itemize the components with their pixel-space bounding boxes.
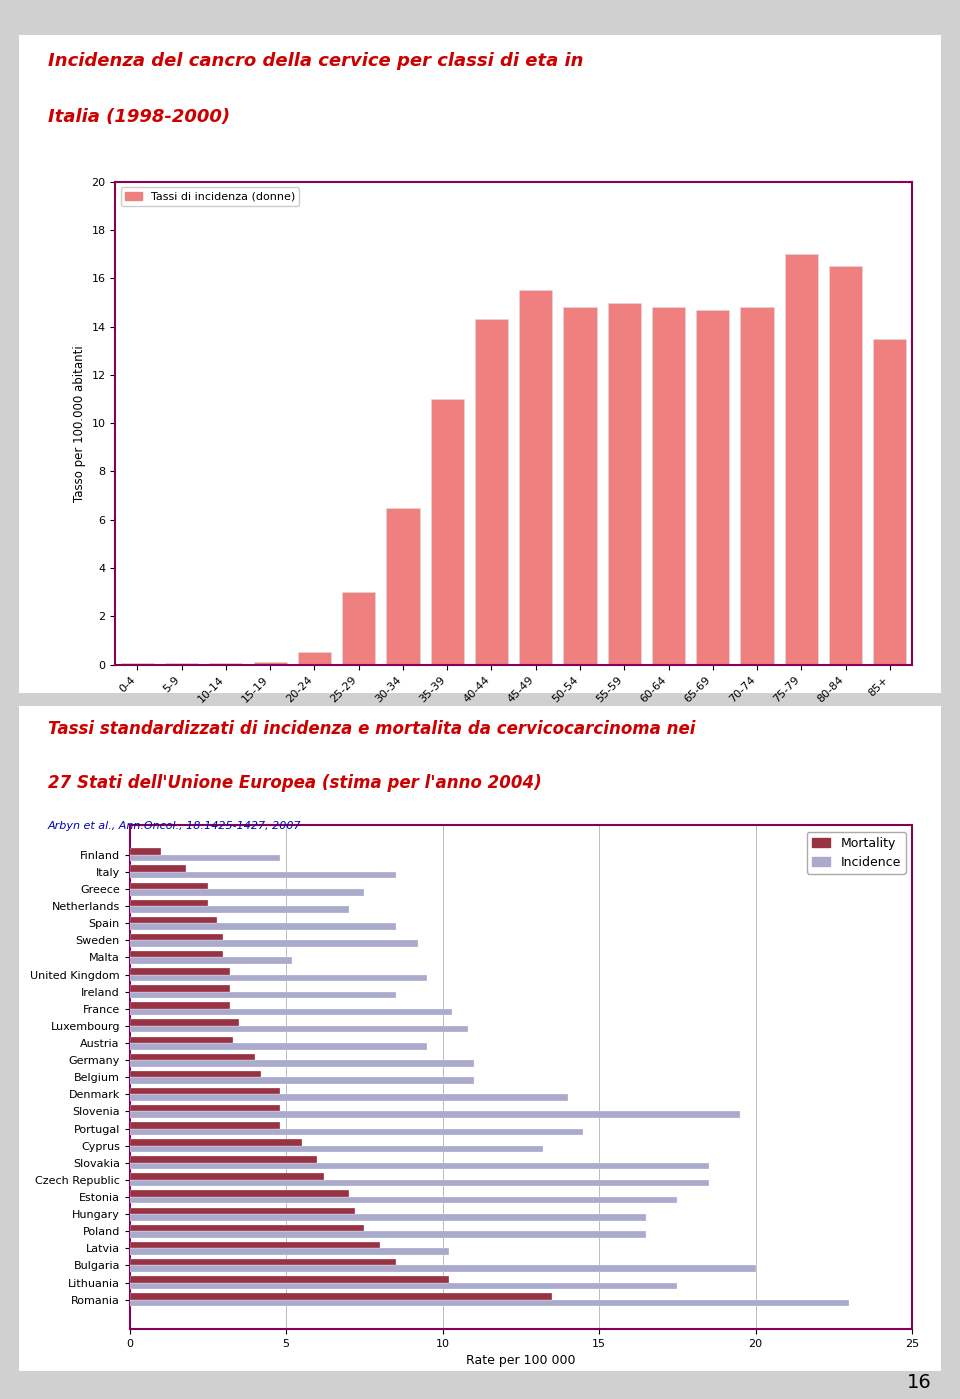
Bar <box>298 652 331 665</box>
Bar <box>130 1037 233 1044</box>
Bar <box>130 1070 261 1077</box>
Text: Incidenza del cancro della cervice per classi di eta in: Incidenza del cancro della cervice per c… <box>48 52 584 70</box>
Bar <box>130 1198 678 1203</box>
Text: 27 Stati dell'Unione Europea (stima per l'anno 2004): 27 Stati dell'Unione Europea (stima per … <box>48 774 541 792</box>
Bar <box>829 266 862 665</box>
Bar <box>130 923 396 930</box>
Bar <box>130 1266 756 1272</box>
Bar <box>130 1020 239 1025</box>
Text: Arbyn et al., Ann.Oncol., 18:1425-1427, 2007: Arbyn et al., Ann.Oncol., 18:1425-1427, … <box>48 821 301 831</box>
Bar <box>130 1163 708 1170</box>
Text: 16: 16 <box>906 1372 931 1392</box>
Bar <box>130 1179 708 1186</box>
Bar <box>130 1053 254 1060</box>
Bar <box>130 900 208 907</box>
Bar <box>130 975 427 981</box>
Bar <box>130 866 186 872</box>
Bar <box>130 1191 348 1198</box>
Bar <box>130 883 208 888</box>
Bar <box>130 1248 449 1255</box>
X-axis label: Eta alla diagnosi: Eta alla diagnosi <box>462 709 565 723</box>
Bar <box>130 1146 542 1153</box>
Bar <box>130 1094 567 1101</box>
Bar <box>130 1077 474 1084</box>
Bar <box>130 888 365 895</box>
Bar <box>740 308 774 665</box>
Bar <box>130 1207 355 1214</box>
Bar <box>130 1002 229 1009</box>
Bar <box>130 1224 365 1231</box>
Bar <box>130 1231 646 1238</box>
Bar <box>130 1139 301 1146</box>
Bar <box>130 907 348 912</box>
Bar <box>696 309 730 665</box>
Bar <box>253 662 287 665</box>
Bar <box>608 302 641 665</box>
Bar <box>386 508 420 665</box>
Bar <box>475 319 508 665</box>
Bar <box>130 1025 468 1032</box>
Bar <box>652 308 685 665</box>
Bar <box>130 1242 380 1248</box>
Legend: Mortality, Incidence: Mortality, Incidence <box>806 831 905 874</box>
Bar <box>519 291 552 665</box>
Bar <box>130 951 224 957</box>
FancyBboxPatch shape <box>1 693 959 1385</box>
Bar <box>130 1276 449 1283</box>
Text: Tassi standardizzati di incidenza e mortalita da cervicocarcinoma nei: Tassi standardizzati di incidenza e mort… <box>48 720 695 739</box>
Bar <box>130 935 224 940</box>
Bar <box>130 1129 584 1135</box>
Bar <box>130 1174 324 1179</box>
Bar <box>130 1300 850 1307</box>
Legend: Tassi di incidenza (donne): Tassi di incidenza (donne) <box>121 187 300 206</box>
Bar <box>130 957 293 964</box>
Bar <box>130 855 279 862</box>
Bar <box>130 1009 452 1016</box>
Bar <box>130 1122 279 1129</box>
Bar <box>130 1060 474 1066</box>
Text: Italia (1998-2000): Italia (1998-2000) <box>48 108 230 126</box>
Bar <box>130 940 418 947</box>
Bar <box>130 1283 678 1288</box>
Bar <box>130 985 229 992</box>
X-axis label: Rate per 100 000: Rate per 100 000 <box>466 1354 576 1367</box>
Bar <box>874 339 906 665</box>
Bar <box>130 1259 396 1266</box>
Bar <box>342 592 375 665</box>
Bar <box>784 255 818 665</box>
Bar <box>564 308 596 665</box>
Bar <box>130 1105 279 1111</box>
Bar <box>130 1293 552 1300</box>
Y-axis label: Tasso per 100.000 abitanti: Tasso per 100.000 abitanti <box>73 344 85 502</box>
Bar <box>130 1044 427 1049</box>
Bar <box>130 1157 318 1163</box>
Bar <box>130 992 396 997</box>
Bar <box>130 916 217 923</box>
Bar <box>130 872 396 879</box>
Bar <box>130 1088 279 1094</box>
Bar <box>130 848 161 855</box>
FancyBboxPatch shape <box>1 22 959 705</box>
Bar <box>431 399 464 665</box>
Bar <box>130 968 229 975</box>
Bar <box>130 1214 646 1220</box>
Bar <box>130 1111 740 1118</box>
